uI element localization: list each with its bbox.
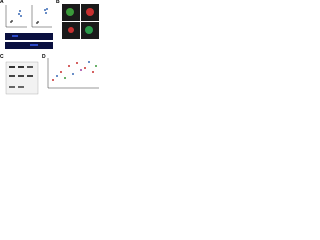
plot-left bbox=[5, 5, 52, 28]
dots bbox=[52, 61, 97, 81]
panel-label: D bbox=[42, 54, 46, 60]
panel-label: A bbox=[0, 0, 4, 5]
micrograph bbox=[62, 4, 99, 39]
panel-label: B bbox=[56, 0, 60, 5]
page: A B C D bbox=[0, 0, 320, 98]
blot bbox=[5, 61, 39, 95]
panel-label: C bbox=[0, 54, 4, 60]
micrograph-strip bbox=[5, 33, 53, 49]
dots bbox=[10, 8, 48, 24]
figure: A B C D bbox=[0, 0, 99, 95]
plot-right bbox=[47, 58, 99, 89]
